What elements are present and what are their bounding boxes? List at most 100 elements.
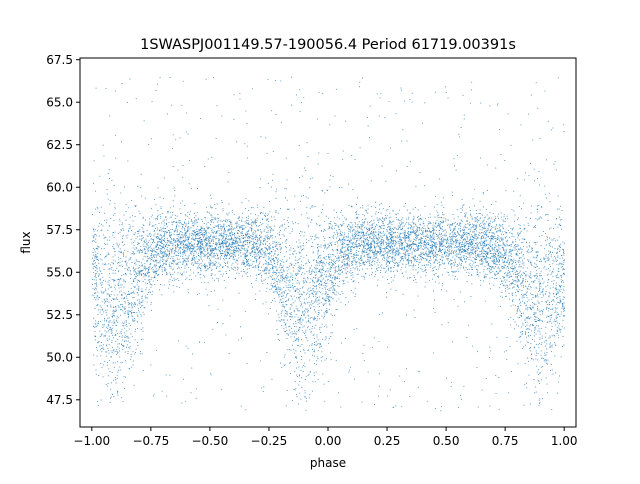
data-point bbox=[177, 243, 178, 245]
data-point bbox=[393, 220, 395, 222]
data-point bbox=[437, 212, 439, 214]
data-point bbox=[530, 292, 532, 294]
data-point bbox=[410, 232, 412, 234]
data-point bbox=[320, 279, 322, 281]
data-point bbox=[516, 245, 517, 247]
data-point bbox=[302, 331, 304, 333]
data-point bbox=[489, 241, 491, 243]
data-point bbox=[539, 289, 541, 291]
data-point bbox=[110, 356, 112, 358]
data-point bbox=[157, 252, 159, 254]
data-point bbox=[551, 272, 553, 274]
data-point bbox=[204, 276, 205, 278]
data-point bbox=[161, 248, 163, 250]
data-point bbox=[555, 310, 557, 312]
data-point bbox=[117, 246, 119, 248]
data-point bbox=[198, 252, 199, 254]
data-point bbox=[207, 257, 209, 259]
data-point bbox=[443, 238, 445, 240]
data-point bbox=[335, 266, 337, 268]
data-point bbox=[317, 247, 318, 248]
data-point bbox=[453, 158, 455, 160]
data-point bbox=[218, 246, 220, 248]
data-point bbox=[299, 89, 301, 91]
data-point bbox=[491, 323, 493, 325]
data-point bbox=[300, 267, 302, 268]
data-point bbox=[398, 209, 400, 211]
data-point bbox=[321, 230, 322, 232]
data-point bbox=[562, 267, 564, 269]
data-point bbox=[204, 254, 205, 256]
data-point bbox=[307, 375, 309, 377]
data-point bbox=[281, 261, 283, 262]
data-point bbox=[268, 236, 270, 238]
data-point bbox=[122, 253, 124, 255]
data-point bbox=[191, 262, 193, 264]
data-point bbox=[333, 267, 335, 269]
data-point bbox=[378, 239, 380, 241]
data-point bbox=[539, 342, 540, 344]
data-point bbox=[105, 237, 107, 239]
data-point bbox=[284, 354, 286, 356]
data-point bbox=[268, 270, 270, 272]
data-point bbox=[460, 238, 462, 239]
data-point bbox=[441, 285, 443, 287]
data-point bbox=[408, 231, 409, 233]
data-point bbox=[349, 239, 351, 241]
data-point bbox=[421, 238, 422, 240]
data-point bbox=[237, 242, 239, 244]
data-point bbox=[200, 232, 201, 233]
data-point bbox=[257, 237, 258, 239]
data-point bbox=[179, 239, 181, 241]
data-point bbox=[355, 262, 357, 264]
data-point bbox=[380, 247, 382, 249]
data-point bbox=[332, 176, 334, 177]
data-point bbox=[121, 260, 123, 262]
data-point bbox=[275, 210, 277, 211]
data-point bbox=[308, 305, 310, 307]
data-point bbox=[255, 280, 257, 281]
data-point bbox=[264, 270, 265, 271]
data-point bbox=[441, 232, 442, 234]
data-point bbox=[330, 227, 332, 229]
data-point bbox=[187, 347, 189, 349]
data-point bbox=[249, 237, 250, 239]
data-point bbox=[426, 247, 428, 249]
data-point bbox=[280, 268, 282, 270]
data-point bbox=[291, 305, 293, 307]
data-point bbox=[199, 239, 201, 241]
data-point bbox=[253, 251, 255, 253]
data-point bbox=[480, 238, 482, 240]
data-point bbox=[563, 252, 565, 254]
data-point bbox=[246, 363, 248, 364]
data-point bbox=[145, 282, 147, 284]
data-point bbox=[231, 247, 232, 248]
data-point bbox=[307, 261, 309, 263]
data-point bbox=[504, 285, 506, 287]
data-point bbox=[476, 213, 477, 214]
data-point bbox=[300, 370, 302, 371]
data-point bbox=[317, 243, 319, 245]
data-point bbox=[462, 205, 464, 206]
data-point bbox=[162, 246, 164, 247]
data-point bbox=[118, 285, 120, 286]
data-point bbox=[153, 240, 154, 242]
data-point bbox=[380, 219, 382, 221]
data-point bbox=[453, 250, 455, 252]
data-point bbox=[390, 247, 391, 248]
data-point bbox=[112, 269, 114, 271]
data-point bbox=[466, 227, 468, 229]
data-point bbox=[109, 327, 111, 329]
data-point bbox=[519, 266, 521, 268]
data-point bbox=[169, 274, 171, 276]
data-point bbox=[551, 281, 553, 282]
data-point bbox=[368, 257, 370, 259]
data-point bbox=[259, 255, 261, 257]
data-point bbox=[218, 220, 220, 222]
data-point bbox=[330, 352, 331, 354]
data-point bbox=[422, 223, 424, 225]
data-point bbox=[545, 254, 547, 256]
data-point bbox=[168, 287, 169, 289]
data-point bbox=[475, 251, 477, 252]
data-point bbox=[152, 248, 153, 250]
